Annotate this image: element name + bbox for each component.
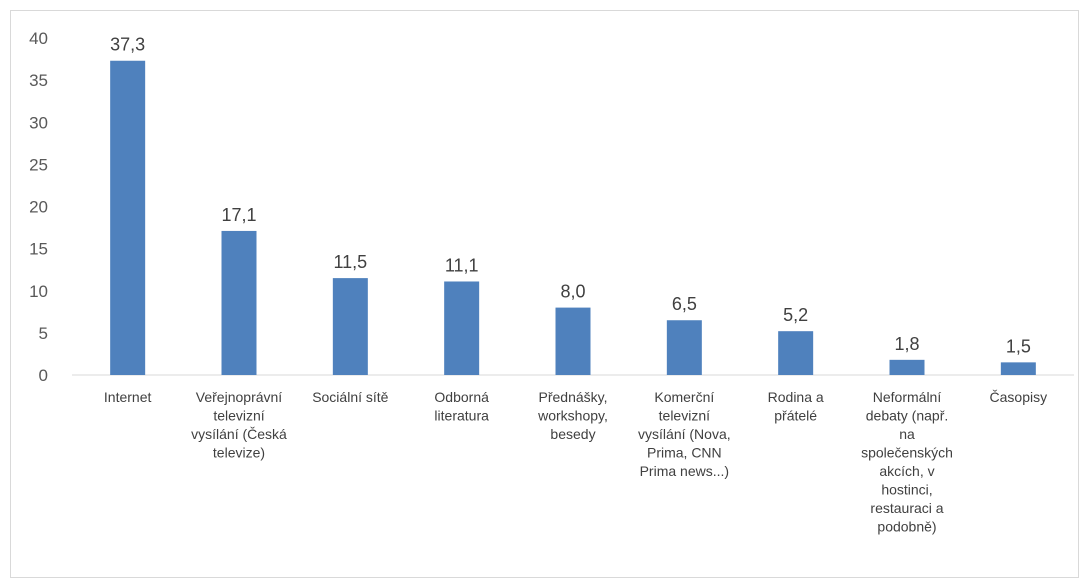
bar <box>889 359 925 375</box>
bars-layer <box>110 60 1036 376</box>
category-label: Internet <box>104 389 152 405</box>
y-tick-label: 10 <box>29 282 48 301</box>
data-label: 37,3 <box>110 35 145 55</box>
category-label: Sociální sítě <box>312 389 388 405</box>
category-label-line: na <box>899 426 915 442</box>
bar <box>332 278 368 375</box>
y-tick-label: 5 <box>39 324 48 343</box>
data-label: 1,5 <box>1006 336 1031 356</box>
category-label-line: akcích, v <box>879 463 934 479</box>
category-label-line: Prima, CNN <box>647 445 722 461</box>
data-label: 6,5 <box>672 294 697 314</box>
category-label-line: Rodina a <box>768 389 824 405</box>
data-label: 8,0 <box>560 282 585 302</box>
y-tick-label: 0 <box>39 366 48 385</box>
category-label-line: vysílání (Nova, <box>638 426 731 442</box>
category-label-line: Odborná <box>434 389 489 405</box>
y-tick-label: 35 <box>29 71 48 90</box>
y-tick-label: 40 <box>29 29 48 48</box>
data-label: 5,2 <box>783 305 808 325</box>
data-label: 17,1 <box>221 205 256 225</box>
labels-layer: 37,3 Internet 17,1 Veřejnoprávní televizní vy… <box>104 35 1047 535</box>
y-tick-label: 30 <box>29 113 48 132</box>
category-label-line: besedy <box>550 426 595 442</box>
bar <box>555 307 591 375</box>
category-label: Rodina a přátelé <box>768 389 824 424</box>
category-label: Odborná literatura <box>434 389 489 424</box>
category-label-line: televize) <box>213 445 265 461</box>
category-label-line: Sociální sítě <box>312 389 388 405</box>
data-label: 1,8 <box>894 334 919 354</box>
category-label-line: Přednášky, <box>539 389 608 405</box>
data-label: 11,1 <box>445 255 479 275</box>
category-label-line: podobně) <box>877 519 936 535</box>
category-label: Neformální debaty (např. na společenských ak… <box>861 389 953 535</box>
category-label-line: vysílání (Česká <box>191 426 287 442</box>
bar <box>666 320 702 375</box>
category-label-line: společenských <box>861 445 953 461</box>
bar <box>444 281 480 375</box>
category-label-line: televizní <box>213 408 264 424</box>
category-label-line: televizní <box>659 408 710 424</box>
y-tick-label: 20 <box>29 198 48 217</box>
category-label-line: debaty (např. <box>866 408 949 424</box>
category-label-line: hostinci, <box>881 482 932 498</box>
category-label: Komerční televizní vysílání (Nova, Prima, C… <box>638 389 731 479</box>
chart-frame <box>10 10 1079 578</box>
category-label-line: Veřejnoprávní <box>196 389 283 405</box>
category-label-line: Neformální <box>873 389 942 405</box>
category-label: Veřejnoprávní televizní vysílání (Česká tel… <box>191 389 287 461</box>
category-label: Přednášky, workshopy, besedy <box>537 389 608 442</box>
y-tick-label: 15 <box>29 240 48 259</box>
category-label: Časopisy <box>990 389 1048 405</box>
data-label: 11,5 <box>333 252 367 272</box>
category-label-line: literatura <box>434 408 489 424</box>
y-tick-label: 25 <box>29 155 48 174</box>
category-label-line: Komerční <box>654 389 714 405</box>
bar <box>221 230 257 375</box>
category-label-line: Prima news...) <box>640 463 729 479</box>
axis-layer: 0 5 10 15 20 25 30 35 40 <box>29 29 1074 385</box>
category-label-line: přátelé <box>774 408 817 424</box>
category-label-line: Internet <box>104 389 152 405</box>
bar <box>778 331 814 375</box>
category-label-line: workshopy, <box>537 408 608 424</box>
category-label-line: restauraci a <box>870 500 943 516</box>
bar <box>1000 362 1036 375</box>
category-label-line: Časopisy <box>990 389 1048 405</box>
bar <box>110 60 146 376</box>
